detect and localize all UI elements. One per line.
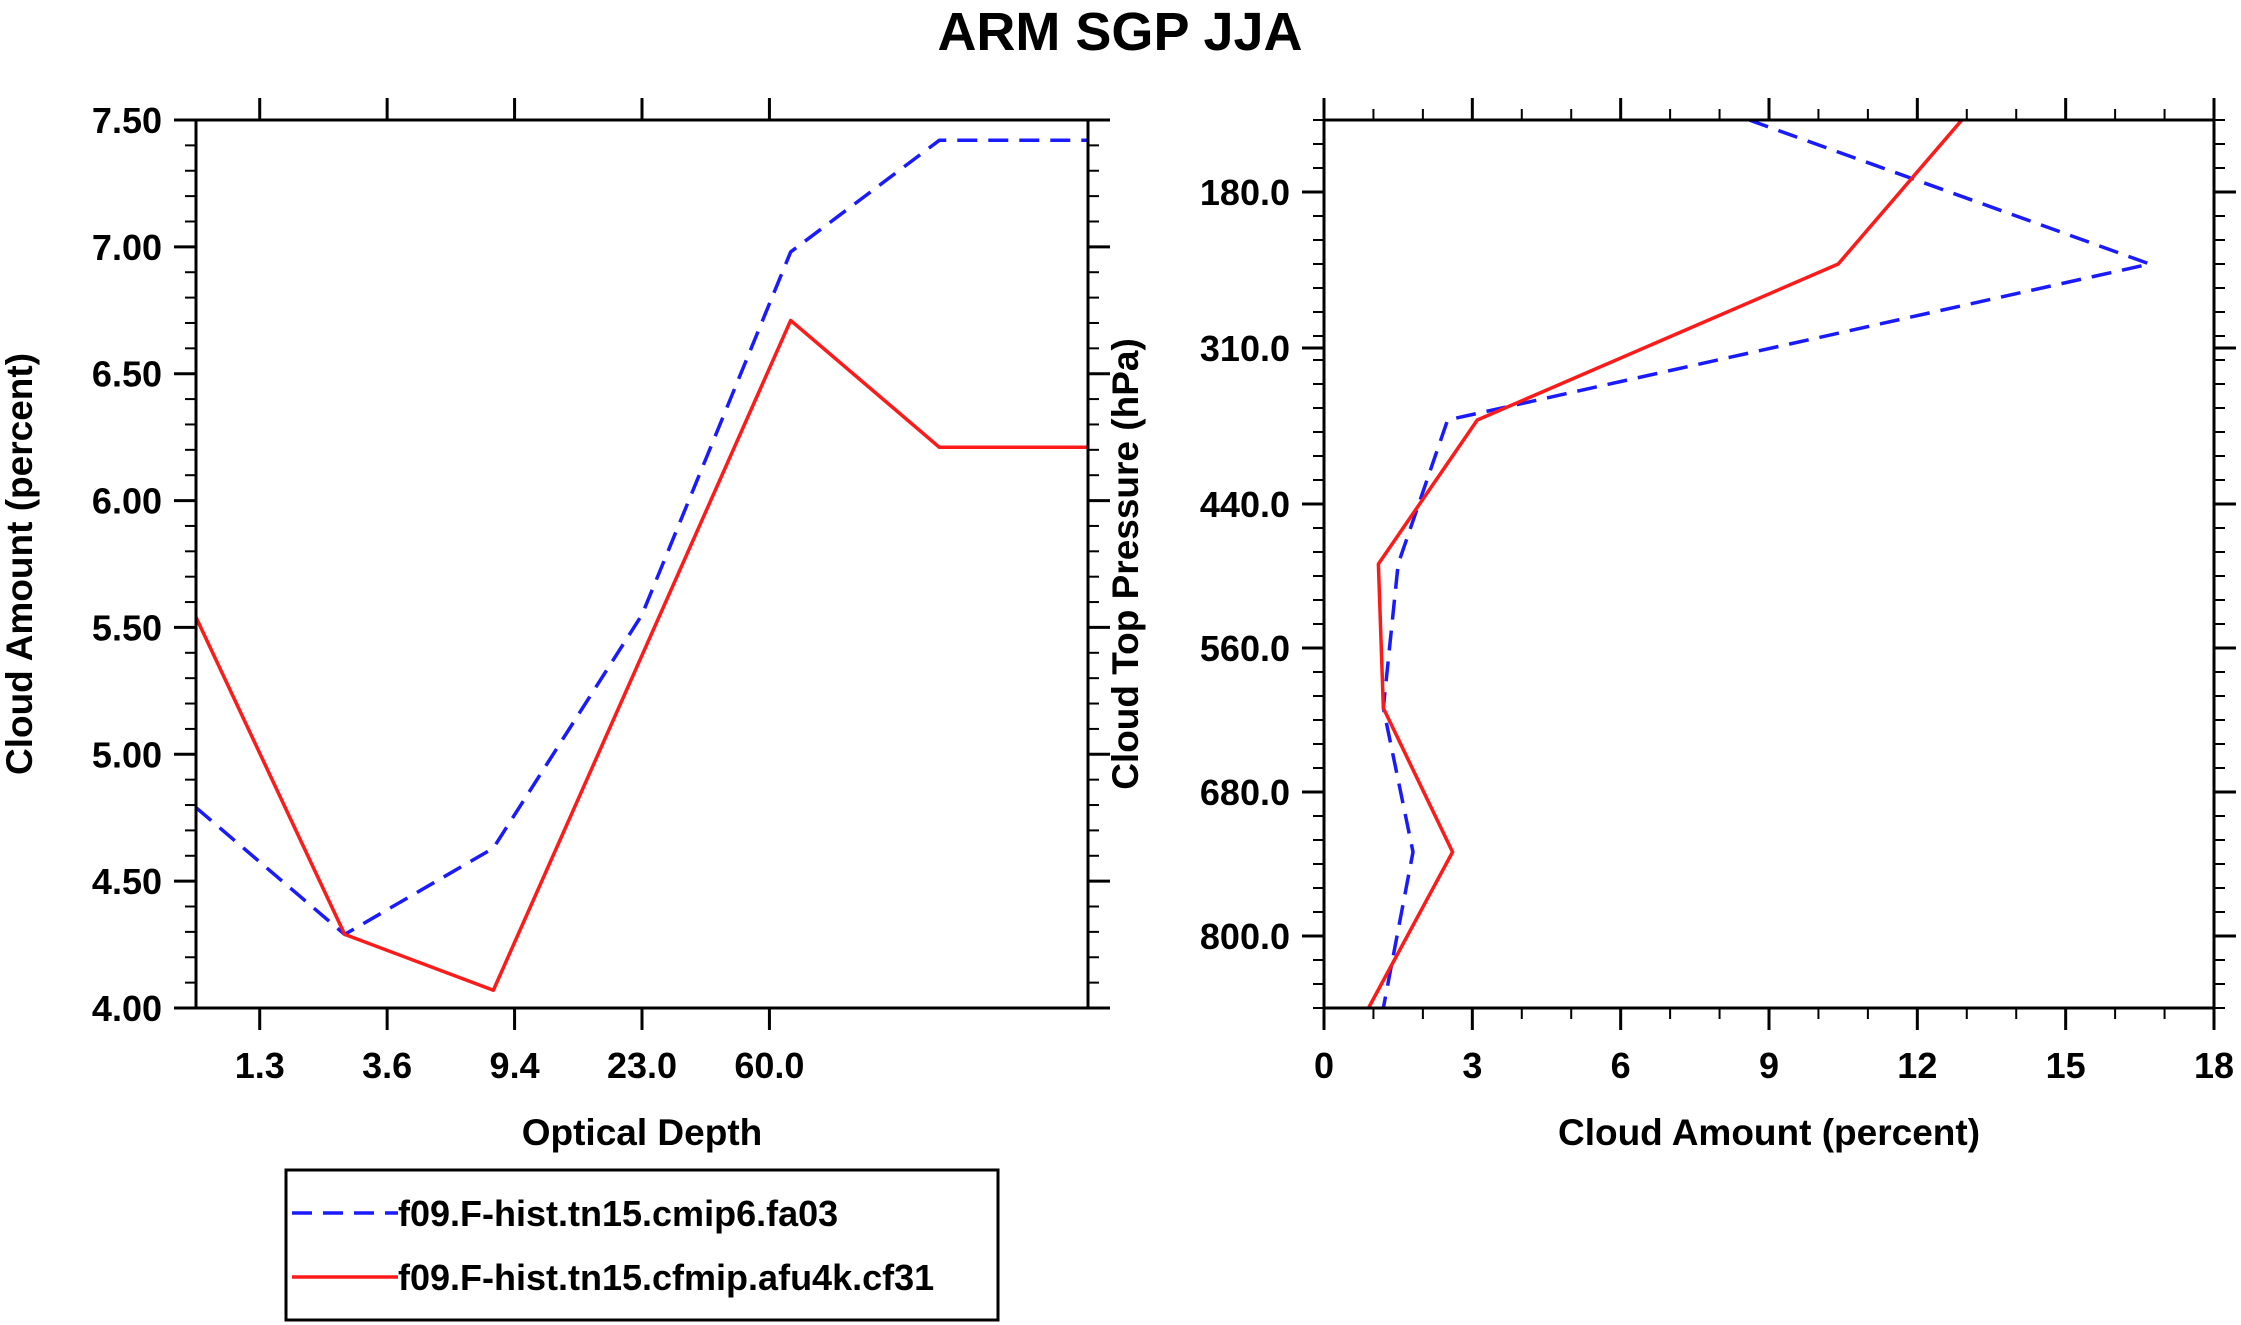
left-y-tick-label: 6.00 xyxy=(92,481,162,522)
right-y-tick-label: 800.0 xyxy=(1200,916,1290,957)
legend: f09.F-hist.tn15.cmip6.fa03 f09.F-hist.tn… xyxy=(284,1168,1000,1322)
left-x-tick-label: 60.0 xyxy=(734,1045,804,1086)
right-y-tick-label: 560.0 xyxy=(1200,628,1290,669)
right-x-tick-label: 9 xyxy=(1759,1045,1779,1086)
right-series-cfmip-line xyxy=(1366,118,1964,1009)
left-y-tick-label: 4.00 xyxy=(92,988,162,1029)
left-series-cmip6-line xyxy=(194,138,1088,937)
right-x-tick-label: 18 xyxy=(2194,1045,2234,1086)
legend-label-cmip6: f09.F-hist.tn15.cmip6.fa03 xyxy=(398,1193,838,1234)
left-y-tick-label: 4.50 xyxy=(92,861,162,902)
left-y-tick-label: 7.00 xyxy=(92,227,162,268)
right-series-cmip6-line xyxy=(1381,118,2152,1009)
left-x-tick-label: 3.6 xyxy=(362,1045,412,1086)
legend-label-cfmip: f09.F-hist.tn15.cfmip.afu4k.cf31 xyxy=(398,1257,934,1298)
legend-box xyxy=(284,1168,1000,1322)
left-panel: 4.00 4.50 5.00 5.50 6.00 6.50 7.00 7.50 1.3 3.6 9.… xyxy=(0,98,1110,1153)
left-plot-frame xyxy=(194,118,1090,1010)
right-x-tick-label: 15 xyxy=(2046,1045,2086,1086)
right-y-tick-label: 680.0 xyxy=(1200,772,1290,813)
right-series xyxy=(1366,118,2152,1009)
left-y-axis-label: Cloud Amount (percent) xyxy=(0,353,40,775)
right-x-tick-label: 12 xyxy=(1897,1045,1937,1086)
left-y-tick-label: 5.00 xyxy=(92,734,162,775)
right-x-axis-label: Cloud Amount (percent) xyxy=(1558,1112,1980,1153)
right-axis-ticks xyxy=(1302,98,2236,1030)
left-tick-labels: 4.00 4.50 5.00 5.50 6.00 6.50 7.00 7.50 1.3 3.6 9.… xyxy=(92,100,805,1086)
right-y-axis-label: Cloud Top Pressure (hPa) xyxy=(1105,338,1146,790)
right-panel: 0 3 6 9 12 15 18 180.0 310.0 440.0 560.0 680.0 800.0… xyxy=(1105,98,2236,1153)
left-x-tick-label: 9.4 xyxy=(490,1045,540,1086)
left-y-tick-label: 5.50 xyxy=(92,607,162,648)
right-tick-labels: 0 3 6 9 12 15 18 180.0 310.0 440.0 560.0 680.0 800.0 xyxy=(1200,172,2234,1086)
right-x-tick-label: 0 xyxy=(1314,1045,1334,1086)
left-y-tick-label: 6.50 xyxy=(92,354,162,395)
left-x-axis-label: Optical Depth xyxy=(522,1112,763,1153)
left-series xyxy=(194,138,1088,992)
left-x-tick-label: 23.0 xyxy=(607,1045,677,1086)
right-y-tick-label: 180.0 xyxy=(1200,172,1290,213)
right-x-tick-label: 3 xyxy=(1462,1045,1482,1086)
right-plot-frame xyxy=(1322,118,2216,1010)
left-series-cfmip-line xyxy=(194,318,1088,992)
left-x-tick-label: 1.3 xyxy=(235,1045,285,1086)
right-y-tick-label: 310.0 xyxy=(1200,328,1290,369)
left-y-tick-label: 7.50 xyxy=(92,100,162,141)
left-axis-ticks xyxy=(174,98,1110,1030)
right-y-tick-label: 440.0 xyxy=(1200,484,1290,525)
chart-title: ARM SGP JJA xyxy=(937,2,1302,62)
right-x-tick-label: 6 xyxy=(1611,1045,1631,1086)
